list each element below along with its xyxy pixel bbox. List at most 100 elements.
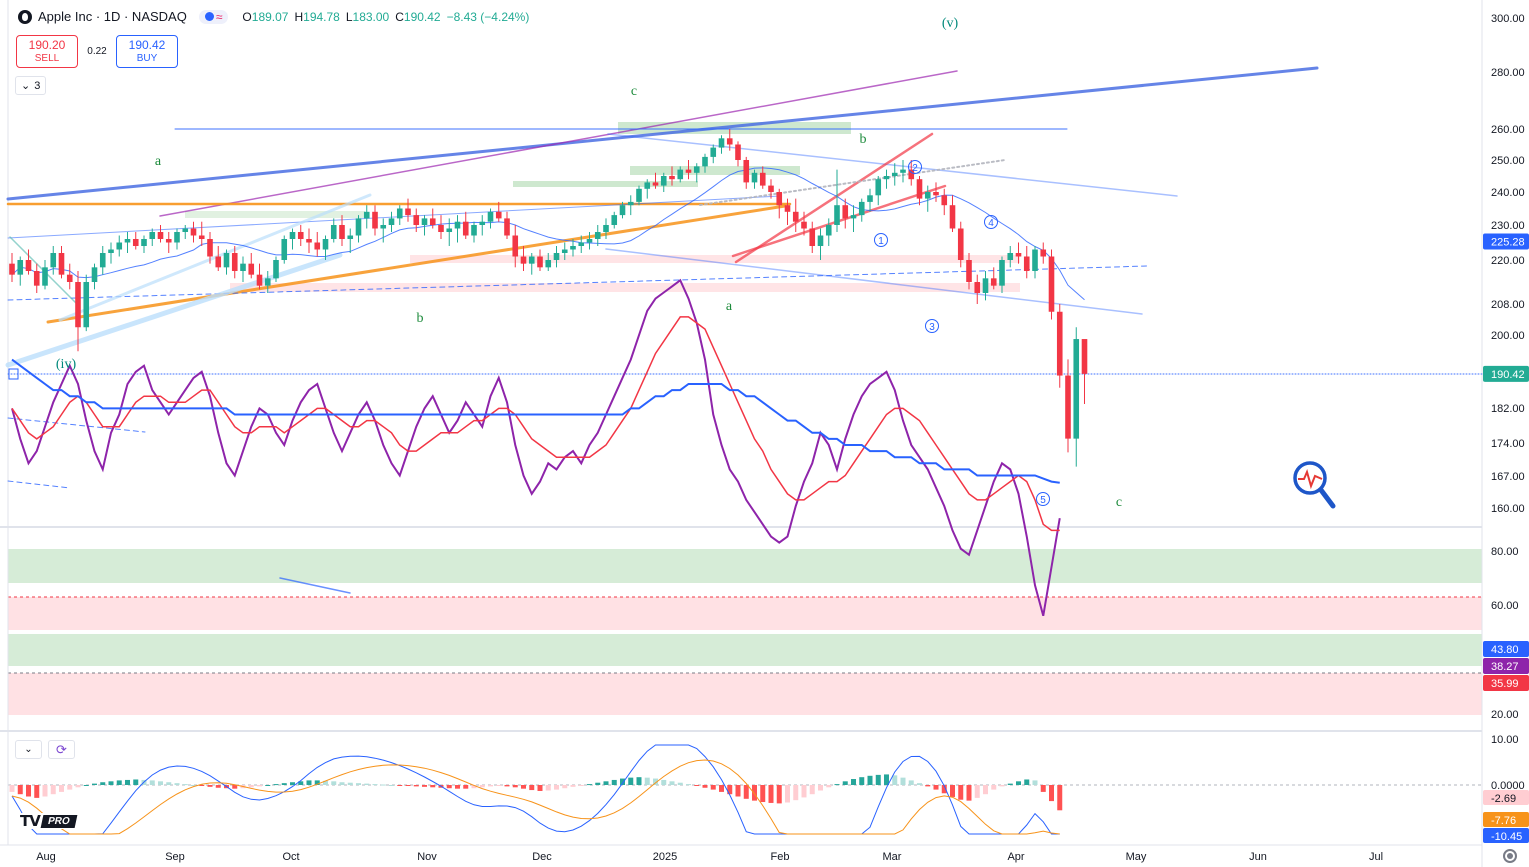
- macd-histogram-bar: [768, 785, 774, 803]
- candle-body: [594, 232, 601, 239]
- trendline-channel: [607, 133, 1178, 197]
- macd-histogram-bar: [974, 785, 980, 798]
- macd-histogram-bar: [809, 785, 815, 795]
- candle-body: [363, 211, 370, 219]
- macd-histogram-bar: [281, 783, 287, 785]
- wave-circle: [1036, 492, 1050, 506]
- macd-histogram-bar: [463, 785, 469, 789]
- macd-histogram-bar: [191, 785, 196, 786]
- compare-icon[interactable]: ≈: [198, 9, 229, 24]
- candle-body: [322, 239, 329, 250]
- indicators-collapse-button[interactable]: ⌄ 3: [15, 76, 47, 95]
- candle-body: [108, 249, 114, 253]
- candle-body: [710, 147, 717, 157]
- macd-histogram-bar: [521, 785, 526, 789]
- candle-body: [982, 278, 989, 293]
- supply-zone: [618, 122, 851, 134]
- rsi-support-zone: [8, 634, 1482, 666]
- candle-body: [809, 228, 816, 246]
- trendline-major: [6, 66, 1319, 201]
- macd-histogram-bar: [273, 784, 279, 786]
- wave-label-circled: 3: [929, 322, 935, 333]
- macd-histogram-bar: [545, 785, 551, 791]
- macd-histogram-bar: [776, 785, 782, 804]
- macd-histogram-bar: [875, 774, 881, 785]
- sell-button[interactable]: 190.20 SELL: [16, 35, 78, 68]
- macd-histogram-bar: [818, 785, 823, 791]
- candle-body: [256, 274, 263, 286]
- macd-histogram-bar: [661, 779, 667, 785]
- macd-histogram-bar: [752, 785, 757, 801]
- symbol-title[interactable]: Apple Inc · 1D · NASDAQ: [38, 9, 187, 24]
- tradingview-logo[interactable]: TV PRO: [20, 812, 77, 830]
- macd-histogram-bar: [92, 783, 97, 785]
- candle-body: [380, 225, 387, 229]
- candle-body: [916, 179, 923, 199]
- candle-body: [776, 192, 783, 206]
- candle-body: [1007, 253, 1014, 260]
- candle-body: [240, 263, 246, 271]
- ohlc-high: H194.78: [294, 9, 340, 24]
- macd-histogram-bar: [669, 781, 675, 785]
- candle-body: [627, 201, 634, 206]
- price-tick-label: 174.00: [1491, 438, 1525, 450]
- zones-layer: [8, 122, 1482, 786]
- macd-histogram-bar: [1032, 780, 1038, 785]
- candle-body: [281, 239, 288, 260]
- trade-panel: 190.20 SELL 0.22 190.42 BUY: [16, 35, 178, 68]
- macd-histogram-bar: [67, 785, 73, 790]
- candle-body: [537, 256, 543, 268]
- macd-histogram-bar: [496, 785, 502, 786]
- candle-body: [182, 228, 189, 232]
- candle-body: [149, 232, 156, 239]
- macd-histogram-bar: [644, 777, 650, 785]
- price-tick-label: 182.00: [1491, 403, 1525, 415]
- gear-icon[interactable]: [1503, 849, 1517, 863]
- macd-histogram-bar: [587, 784, 592, 786]
- magnifier-icon: [1293, 461, 1336, 509]
- candle-body: [619, 205, 626, 216]
- macd-histogram-bar: [1024, 779, 1030, 785]
- candle-body: [1032, 249, 1038, 271]
- candle-body: [1056, 311, 1063, 376]
- wave-circle: [874, 233, 888, 247]
- refresh-icon[interactable]: ⟳: [48, 740, 75, 759]
- dotted-level: [699, 159, 1006, 206]
- macd-tick-label: 0.0000: [1491, 780, 1525, 792]
- candle-body: [924, 192, 931, 199]
- macd-histogram-bar: [785, 785, 790, 803]
- buy-button[interactable]: 190.42 BUY: [116, 35, 178, 68]
- candle-body: [586, 239, 593, 243]
- wave-circle: [984, 215, 998, 229]
- candle-body: [231, 253, 238, 271]
- wave-circle: [908, 160, 922, 174]
- chevron-down-icon[interactable]: ⌄: [15, 740, 42, 759]
- candle-body: [132, 239, 139, 246]
- time-tick-label: Dec: [532, 851, 552, 863]
- chevron-down-icon: ⌄: [21, 80, 31, 92]
- macd-histogram-bar: [397, 785, 403, 786]
- dashed-level: [7, 417, 146, 433]
- macd-histogram-bar: [389, 785, 394, 786]
- macd-histogram-bar: [1040, 785, 1046, 792]
- candle-body: [306, 239, 312, 243]
- rsi-layer: [11, 278, 1061, 617]
- macd-histogram-bar: [719, 785, 724, 792]
- macd-histogram-bar: [694, 785, 700, 786]
- buy-price: 190.42: [128, 37, 166, 52]
- supply-zone: [513, 181, 698, 187]
- candle-body: [471, 225, 477, 236]
- price-tick-label: 220.00: [1491, 255, 1525, 267]
- macd-histogram-bar: [504, 785, 510, 787]
- candle-body: [124, 239, 131, 243]
- price-tag: [1483, 233, 1529, 250]
- candle-body: [495, 211, 502, 219]
- trendline-light: [5, 252, 343, 368]
- candle-body: [545, 260, 552, 268]
- macd-histogram-bar: [182, 784, 188, 786]
- tv-logo-icon: TV: [20, 812, 41, 830]
- macd-histogram-bar: [1049, 785, 1054, 802]
- symbol-header[interactable]: Apple Inc · 1D · NASDAQ ≈ O189.07 H194.7…: [18, 9, 529, 24]
- candle-body: [603, 225, 609, 232]
